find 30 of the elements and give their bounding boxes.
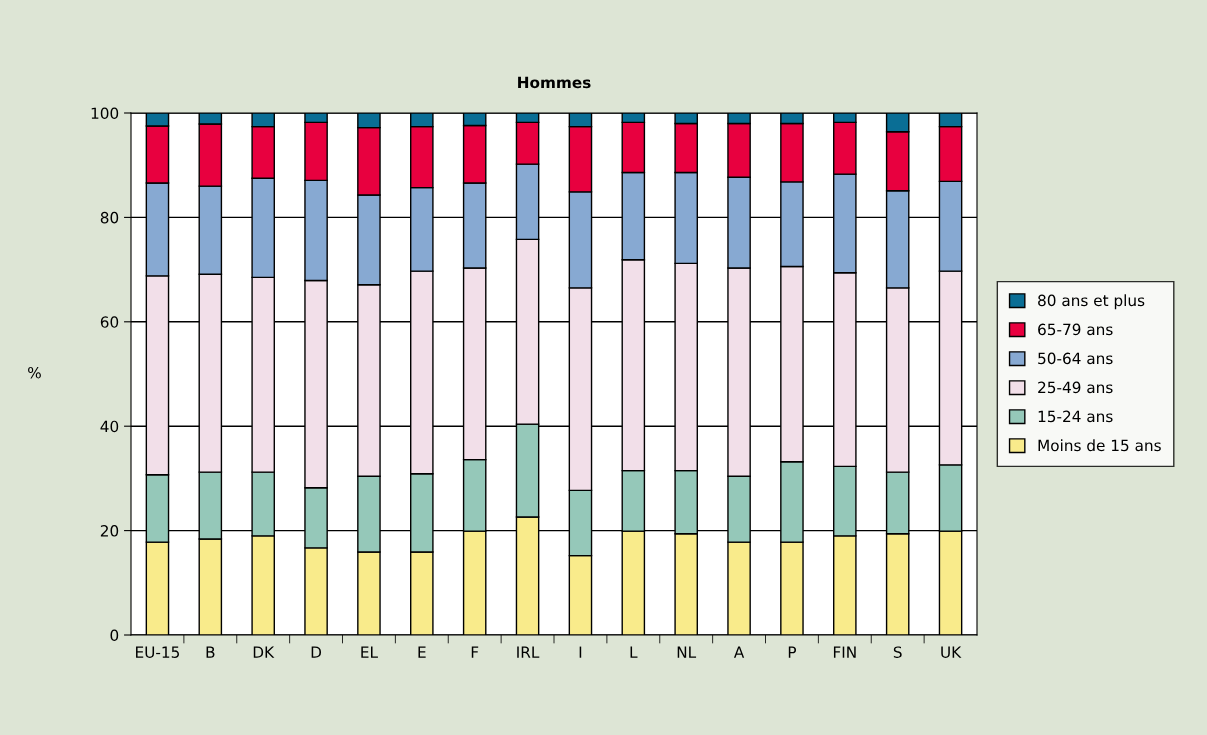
legend-label: 65-79 ans [1038, 323, 1113, 336]
x-tick-label: B [206, 646, 215, 658]
x-tick-label: P [788, 646, 797, 658]
x-tick-label: EL [361, 646, 378, 658]
x-tick-label: I [579, 646, 582, 658]
legend-label: 50-64 ans [1038, 352, 1113, 365]
x-tick-label: D [311, 646, 322, 658]
y-tick-label: 80 [100, 211, 119, 224]
x-tick-label: IRL [517, 646, 540, 658]
x-tick-label: NL [677, 646, 697, 658]
y-tick-label: 0 [110, 629, 119, 642]
x-tick-label: E [418, 646, 426, 658]
x-tick-label: FIN [833, 646, 856, 658]
x-tick-label: S [893, 646, 902, 658]
x-tick-label: F [471, 646, 479, 658]
legend-label: Moins de 15 ans [1038, 439, 1161, 452]
y-tick-label: 60 [100, 316, 119, 328]
y-tick-label: 40 [100, 420, 119, 433]
legend-label: 25-49 ans [1038, 381, 1113, 394]
y-tick-label: 100 [91, 107, 119, 120]
legend-label: 15-24 ans [1038, 410, 1113, 423]
legend-label: 80 ans et plus [1038, 294, 1145, 310]
x-tick-label: UK [941, 646, 962, 658]
chart-title: Hommes [518, 76, 591, 89]
x-tick-label: A [733, 646, 745, 658]
x-tick-label: DK [253, 646, 275, 658]
y-axis-title: % [28, 366, 41, 379]
x-tick-label: L [630, 646, 638, 658]
x-tick-label: EU-15 [136, 646, 179, 658]
y-tick-label: 20 [100, 525, 119, 537]
